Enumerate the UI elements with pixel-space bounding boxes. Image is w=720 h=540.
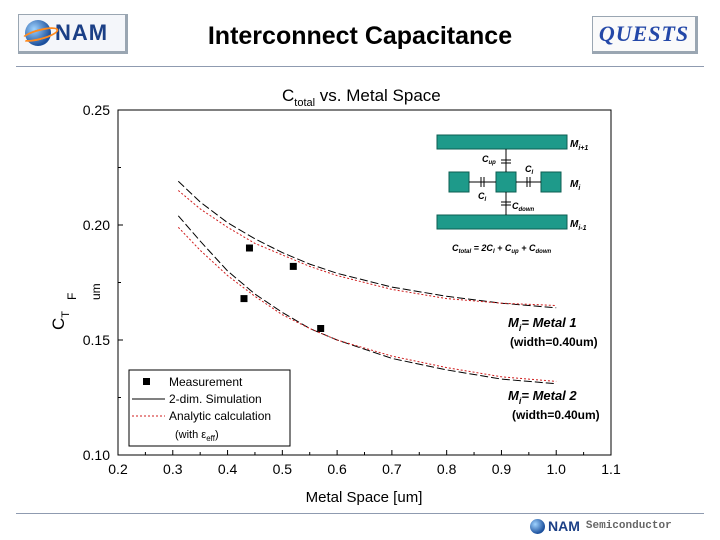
x-tick-label: 0.3 [163, 461, 183, 477]
y-tick-label: 0.25 [83, 102, 110, 118]
legend: Measurement 2-dim. Simulation Analytic c… [128, 369, 291, 447]
measurement-point-metal1 [245, 244, 253, 252]
inset-label-cl-right: Cl [525, 164, 534, 176]
page-title: Interconnect Capacitance [207, 22, 513, 50]
inset-metal-bottom [436, 214, 568, 230]
svg-text:CT: CT [49, 311, 72, 330]
anam-logo: NAM [18, 14, 128, 54]
inset-label-mmid: Mi [570, 179, 581, 192]
x-axis-label: Metal Space [um] [306, 489, 423, 506]
y-axis-units-2: um [89, 283, 103, 300]
simulation-line-metal1 [177, 180, 557, 309]
y-axis-units: F [65, 293, 79, 300]
inset-label-cup: Cup [482, 154, 496, 166]
x-tick-label: 1.0 [546, 461, 566, 477]
inset-metal-right [540, 171, 562, 193]
x-tick-label: 0.5 [273, 461, 293, 477]
measurement-point-metal2 [240, 295, 248, 303]
analytic-line-metal2 [177, 226, 557, 382]
inset-metal-center [495, 171, 517, 193]
inset-label-cdown: Cdown [512, 201, 534, 213]
annotation-metal1: Mi= Metal 1 (width=0.40um) [508, 315, 598, 349]
chart-title: Ctotal vs. Metal Space [282, 86, 441, 109]
anam-logo-icon [25, 20, 51, 46]
header-divider [16, 66, 704, 67]
analytic-line-metal1 [177, 190, 557, 306]
footer-divider [16, 513, 704, 514]
svg-text:(width=0.40um): (width=0.40um) [512, 408, 600, 422]
y-tick-label: 0.20 [83, 217, 110, 233]
legend-label-measurement: Measurement [169, 375, 243, 389]
footer-subtitle: Semiconductor [585, 520, 672, 532]
inset-label-cl-left: Cl [478, 191, 487, 203]
inset-diagram: Mi+1 Mi Mi-1 Cup Cl Cl Cdown Ctotal = 2C… [430, 122, 595, 270]
quests-logo: QUESTS [592, 16, 698, 54]
measurement-point-metal1 [289, 262, 297, 270]
x-tick-label: 0.9 [492, 461, 512, 477]
measurement-point-metal2 [317, 325, 325, 332]
y-tick-label: 0.10 [83, 447, 110, 463]
x-tick-label: 1.1 [601, 461, 621, 477]
inset-label-mtop: Mi+1 [570, 139, 588, 152]
legend-label-analytic: Analytic calculation [169, 409, 271, 423]
footer-logo-text: NAM [548, 518, 580, 534]
x-tick-label: 0.6 [327, 461, 347, 477]
x-tick-label: 0.8 [437, 461, 457, 477]
x-tick-label: 0.2 [108, 461, 128, 477]
legend-box [128, 369, 291, 447]
x-tick-label: 0.7 [382, 461, 402, 477]
footer-logo-icon [530, 518, 545, 534]
svg-text:Mi= Metal 1: Mi= Metal 1 [508, 315, 577, 333]
y-axis-label: CT [49, 311, 72, 330]
inset-metal-top [436, 134, 568, 150]
y-tick-label: 0.15 [83, 332, 110, 348]
inset-formula: Ctotal = 2Cl + Cup + Cdown [452, 243, 551, 255]
simulation-line-metal2 [177, 215, 557, 385]
footer-logo: NAM Semiconductor [530, 518, 672, 534]
legend-note: (with εeff) [175, 429, 219, 443]
quests-logo-text: QUESTS [598, 21, 690, 46]
svg-text:(width=0.40um): (width=0.40um) [510, 335, 598, 349]
x-tick-label: 0.4 [218, 461, 238, 477]
legend-marker-measurement [143, 378, 150, 385]
svg-text:F: F [65, 293, 79, 300]
annotation-metal2: Mi= Metal 2 (width=0.40um) [508, 388, 600, 422]
anam-logo-text: NAM [55, 20, 109, 45]
legend-label-simulation: 2-dim. Simulation [169, 392, 262, 406]
inset-metal-left [448, 171, 470, 193]
svg-text:um: um [89, 283, 103, 300]
inset-label-mbot: Mi-1 [570, 219, 587, 232]
svg-text:Mi= Metal 2: Mi= Metal 2 [508, 388, 577, 406]
